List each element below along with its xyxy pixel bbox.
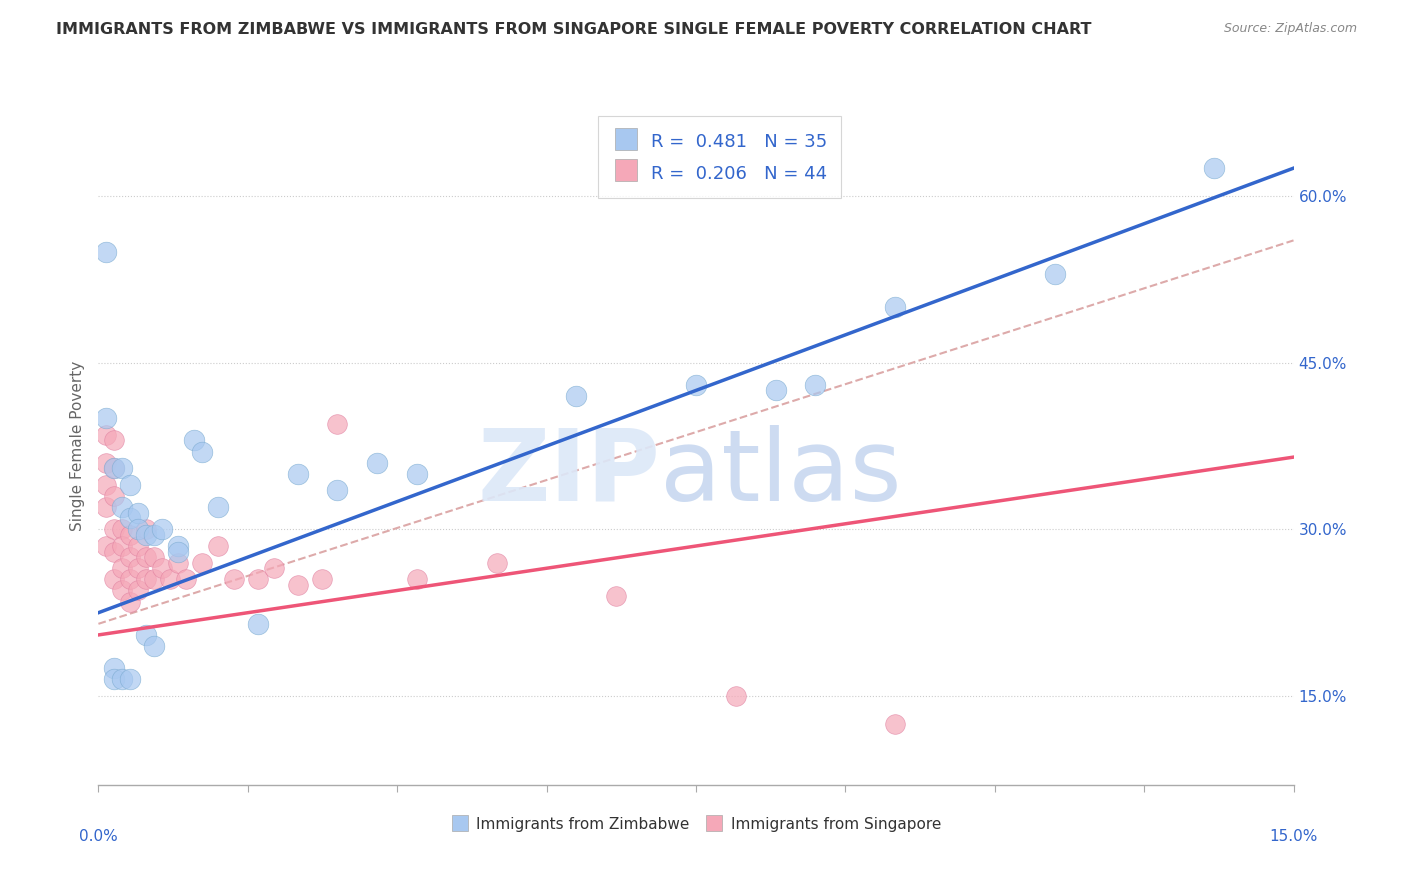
Point: [96, 428, 118, 442]
Point: [111, 539, 134, 553]
Point: [207, 539, 229, 553]
Point: [135, 522, 157, 536]
Point: [111, 561, 134, 575]
Point: [150, 561, 173, 575]
Point: [135, 573, 157, 587]
Point: [135, 628, 157, 642]
Point: [111, 522, 134, 536]
Point: [159, 573, 181, 587]
Point: [287, 578, 309, 592]
Point: [103, 434, 125, 448]
Point: [804, 377, 827, 392]
Point: [111, 461, 134, 475]
Point: [127, 583, 149, 598]
Point: [103, 461, 125, 475]
Point: [96, 456, 118, 470]
Point: [103, 673, 125, 687]
Point: [1202, 161, 1225, 176]
Point: [605, 589, 627, 603]
Point: [96, 244, 118, 259]
Point: [103, 489, 125, 503]
Text: IMMIGRANTS FROM ZIMBABWE VS IMMIGRANTS FROM SINGAPORE SINGLE FEMALE POVERTY CORR: IMMIGRANTS FROM ZIMBABWE VS IMMIGRANTS F…: [56, 22, 1091, 37]
Point: [884, 300, 907, 314]
Point: [111, 673, 134, 687]
Point: [167, 556, 190, 570]
Text: ZIP: ZIP: [477, 425, 661, 522]
Point: [127, 522, 149, 536]
Point: [366, 456, 388, 470]
Point: [120, 478, 142, 492]
Point: [263, 561, 285, 575]
Point: [120, 573, 142, 587]
Point: [183, 434, 205, 448]
Point: [96, 539, 118, 553]
Point: [174, 573, 197, 587]
Legend: Immigrants from Zimbabwe, Immigrants from Singapore: Immigrants from Zimbabwe, Immigrants fro…: [444, 810, 948, 838]
Point: [565, 389, 588, 403]
Point: [685, 377, 707, 392]
Point: [222, 573, 245, 587]
Point: [103, 573, 125, 587]
Point: [287, 467, 309, 481]
Point: [143, 550, 166, 565]
Point: [96, 500, 118, 515]
Y-axis label: Single Female Poverty: Single Female Poverty: [69, 361, 84, 531]
Point: [120, 594, 142, 608]
Point: [884, 716, 907, 731]
Point: [96, 411, 118, 425]
Point: [103, 661, 125, 675]
Point: [246, 573, 269, 587]
Text: 15.0%: 15.0%: [1270, 830, 1317, 845]
Point: [326, 483, 349, 498]
Point: [127, 506, 149, 520]
Point: [96, 478, 118, 492]
Point: [143, 528, 166, 542]
Point: [406, 573, 429, 587]
Point: [724, 689, 747, 703]
Point: [150, 522, 173, 536]
Point: [485, 556, 508, 570]
Point: [765, 384, 787, 398]
Point: [326, 417, 349, 431]
Point: [103, 522, 125, 536]
Point: [311, 573, 333, 587]
Point: [120, 550, 142, 565]
Point: [120, 528, 142, 542]
Point: [111, 583, 134, 598]
Point: [135, 550, 157, 565]
Point: [120, 511, 142, 525]
Point: [127, 539, 149, 553]
Text: 0.0%: 0.0%: [79, 830, 118, 845]
Point: [135, 528, 157, 542]
Point: [207, 500, 229, 515]
Point: [143, 639, 166, 653]
Point: [111, 500, 134, 515]
Point: [103, 461, 125, 475]
Point: [191, 556, 214, 570]
Point: [143, 573, 166, 587]
Text: Source: ZipAtlas.com: Source: ZipAtlas.com: [1223, 22, 1357, 36]
Point: [167, 544, 190, 558]
Point: [191, 444, 214, 458]
Point: [167, 539, 190, 553]
Point: [127, 561, 149, 575]
Point: [103, 544, 125, 558]
Point: [246, 616, 269, 631]
Point: [406, 467, 429, 481]
Point: [1043, 267, 1066, 281]
Point: [120, 673, 142, 687]
Text: atlas: atlas: [661, 425, 901, 522]
